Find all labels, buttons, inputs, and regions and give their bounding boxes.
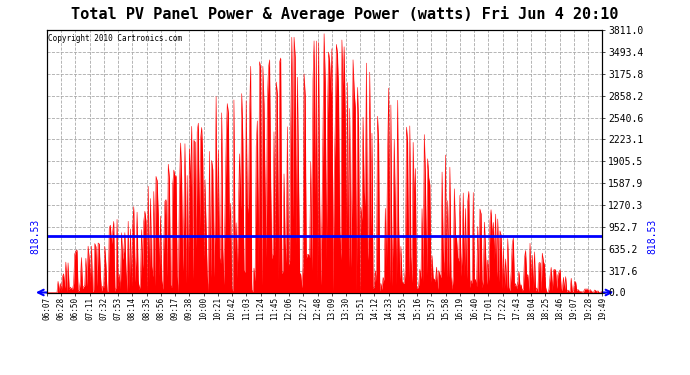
Text: Total PV Panel Power & Average Power (watts) Fri Jun 4 20:10: Total PV Panel Power & Average Power (wa… — [71, 6, 619, 22]
Text: 818.53: 818.53 — [647, 219, 657, 254]
Text: 818.53: 818.53 — [30, 219, 40, 254]
Text: Copyright 2010 Cartronics.com: Copyright 2010 Cartronics.com — [48, 34, 182, 43]
